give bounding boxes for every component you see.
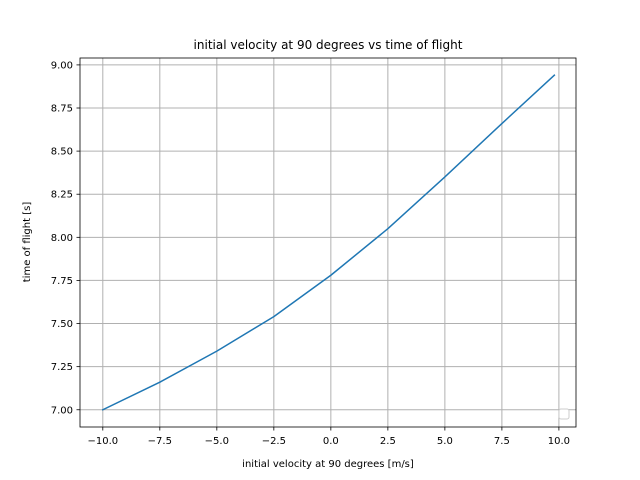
y-tick-label: 8.00: [51, 233, 73, 244]
y-tick-label: 7.00: [51, 405, 73, 416]
x-tick-label: 7.5: [494, 436, 510, 447]
y-tick-label: 7.75: [51, 276, 73, 287]
y-tick-label: 9.00: [51, 60, 73, 71]
y-tick-label: 7.25: [51, 362, 73, 373]
x-tick-label: −2.5: [262, 436, 286, 447]
y-axis-label: time of flight [s]: [22, 202, 33, 283]
x-tick-label: 2.5: [380, 436, 396, 447]
x-tick-label: −5.0: [205, 436, 229, 447]
grid: [80, 58, 576, 427]
x-tick-label: 10.0: [548, 436, 570, 447]
ticks: −10.0 −7.5 −5.0 −2.5 0.0 2.5 5.0 7.5 10.0 7.00 7.2…: [51, 60, 570, 447]
x-tick-label: −7.5: [148, 436, 172, 447]
x-tick-label: −10.0: [87, 436, 118, 447]
y-tick-label: 8.50: [51, 147, 73, 158]
x-axis-label: initial velocity at 90 degrees [m/s]: [242, 459, 414, 470]
series-layer: [101, 74, 556, 411]
legend-box: [558, 408, 570, 420]
chart-title: initial velocity at 90 degrees vs time o…: [194, 38, 463, 52]
series-line: [101, 74, 556, 411]
y-tick-label: 7.50: [51, 319, 73, 330]
x-tick-label: 0.0: [323, 436, 339, 447]
plot-frame: [79, 57, 577, 428]
y-tick-label: 8.25: [51, 190, 73, 201]
x-tick-label: 5.0: [437, 436, 453, 447]
y-tick-label: 8.75: [51, 104, 73, 115]
